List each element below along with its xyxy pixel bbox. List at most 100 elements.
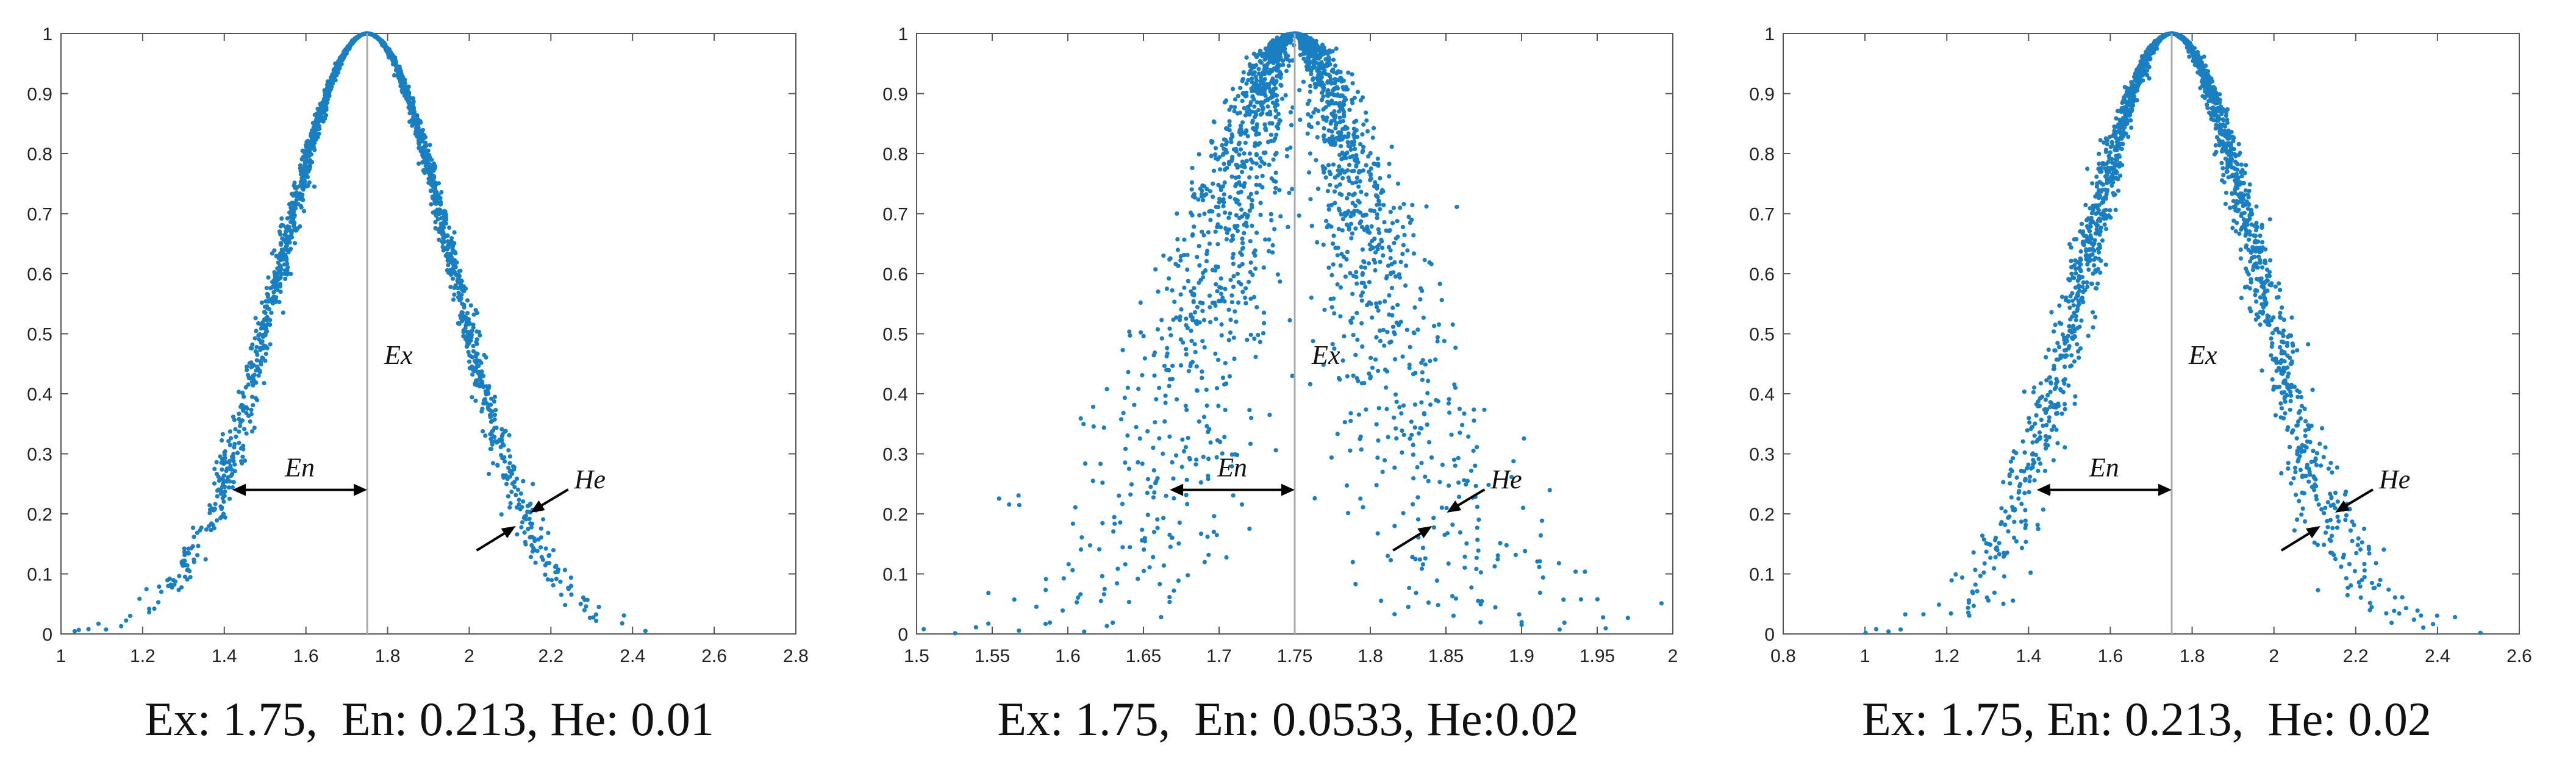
cloud-drop-point [1381,327,1386,333]
cloud-drop-point [1234,200,1239,205]
cloud-drop-point [1423,556,1428,561]
cloud-drop-point [287,224,292,230]
cloud-drop-point [490,442,495,447]
cloud-drop-point [1340,358,1345,363]
cloud-drop-point [1482,407,1487,412]
cloud-drop-point [1400,252,1405,257]
cloud-drop-point [1198,532,1204,536]
cloud-drop-point [291,201,296,205]
cloud-drop-point [1342,420,1347,425]
cloud-drop-point [1370,135,1375,140]
cloud-drop-point [1217,155,1222,160]
cloud-drop-point [1215,289,1220,294]
cloud-drop-point [1421,315,1426,320]
cloud-drop-point [512,480,517,485]
cloud-drop-point [279,247,284,252]
cloud-drop-point [1341,78,1346,83]
cloud-drop-point [1309,295,1314,300]
y-tick-label: 0.3 [27,445,52,465]
cloud-drop-point [1458,530,1462,535]
y-tick-label: 0.6 [1749,265,1775,285]
cloud-drop-point [245,406,249,411]
cloud-drop-point [1386,263,1390,268]
cloud-drop-point [1168,256,1173,261]
cloud-drop-point [1394,399,1399,404]
cloud-drop-point [2322,511,2327,516]
cloud-drop-point [1236,142,1241,147]
cloud-drop-point [499,453,504,458]
cloud-drop-point [1214,533,1219,538]
cloud-drop-point [1278,214,1283,219]
cloud-drop-point [166,583,171,588]
cloud-drop-point [2006,529,2011,534]
cloud-drop-point [1397,405,1402,410]
cloud-drop-point [1126,466,1131,471]
cloud-drop-point [177,574,182,578]
cloud-drop-point [438,226,443,230]
cloud-drop-point [1320,44,1325,49]
cloud-drop-point [1248,102,1253,108]
chart-panel-3: 0.8 1 1.2 1.4 1.6 1.8 2 2.2 2.4 2.6 0 0.1 0.2 0.3 0.4 0… [1717,0,2576,765]
cloud-drop-point [1344,222,1350,227]
cloud-drop-point [1392,415,1397,420]
cloud-drop-point [1242,212,1247,216]
x-tick-label: 2.2 [2343,646,2369,666]
x-tick-label: 1.85 [1428,646,1464,666]
cloud-drop-point [1184,477,1189,482]
cloud-drop-point [541,517,546,522]
cloud-drop-point [1254,161,1259,166]
cloud-drop-point [1262,77,1267,82]
cloud-drop-point [1331,262,1336,267]
cloud-drop-point [167,576,172,581]
cloud-drop-point [1328,74,1333,79]
cloud-drop-point [1457,407,1462,411]
cloud-drop-point [1097,547,1102,552]
cloud-drop-point [1111,529,1116,534]
cloud-drop-point [1240,79,1245,84]
cloud-drop-point [2381,547,2386,552]
cloud-drop-point [1377,328,1383,333]
cloud-drop-point [1258,183,1262,188]
cloud-drop-point [1159,318,1164,322]
cloud-drop-point [1337,115,1342,120]
cloud-drop-point [1213,351,1218,356]
cloud-drop-point [1375,216,1379,221]
cloud-drop-point [1360,247,1365,252]
cloud-drop-point [144,586,149,592]
cloud-drop-point [484,355,488,360]
cloud-drop-point [1493,605,1498,610]
cloud-drop-point [1469,585,1474,590]
cloud-drop-point [1192,224,1197,229]
cloud-drop-point [1243,113,1248,118]
cloud-drop-point [465,310,470,316]
cloud-drop-point [188,546,193,551]
cloud-drop-point [222,450,227,455]
cloud-drop-point [515,532,520,537]
cloud-drop-point [1229,174,1234,179]
cloud-drop-point [529,525,534,530]
cloud-drop-point [237,411,242,416]
cloud-drop-point [263,330,268,335]
cloud-drop-point [1453,345,1458,350]
cloud-drop-point [1192,192,1197,197]
cloud-drop-point [181,563,185,568]
cloud-drop-point [256,373,261,378]
cloud-drop-point [1104,624,1109,628]
cloud-drop-point [1354,269,1359,274]
cloud-drop-point [1327,169,1332,174]
cloud-drop-point [1363,284,1368,290]
cloud-drop-point [292,180,297,185]
cloud-drop-point [314,113,319,118]
cloud-drop-point [1557,627,1562,632]
cloud-drop-point [1204,187,1209,191]
cloud-drop-point [1343,87,1348,92]
cloud-drop-point [1263,53,1268,59]
cloud-drop-point [1411,502,1415,507]
cloud-drop-point [209,528,213,533]
cloud-drop-point [1446,401,1451,406]
cloud-drop-point [584,604,589,609]
cloud-drop-point [1333,113,1338,118]
cloud-drop-point [1090,404,1096,410]
cloud-drop-point [1318,74,1323,79]
cloud-drop-point [1343,274,1348,279]
